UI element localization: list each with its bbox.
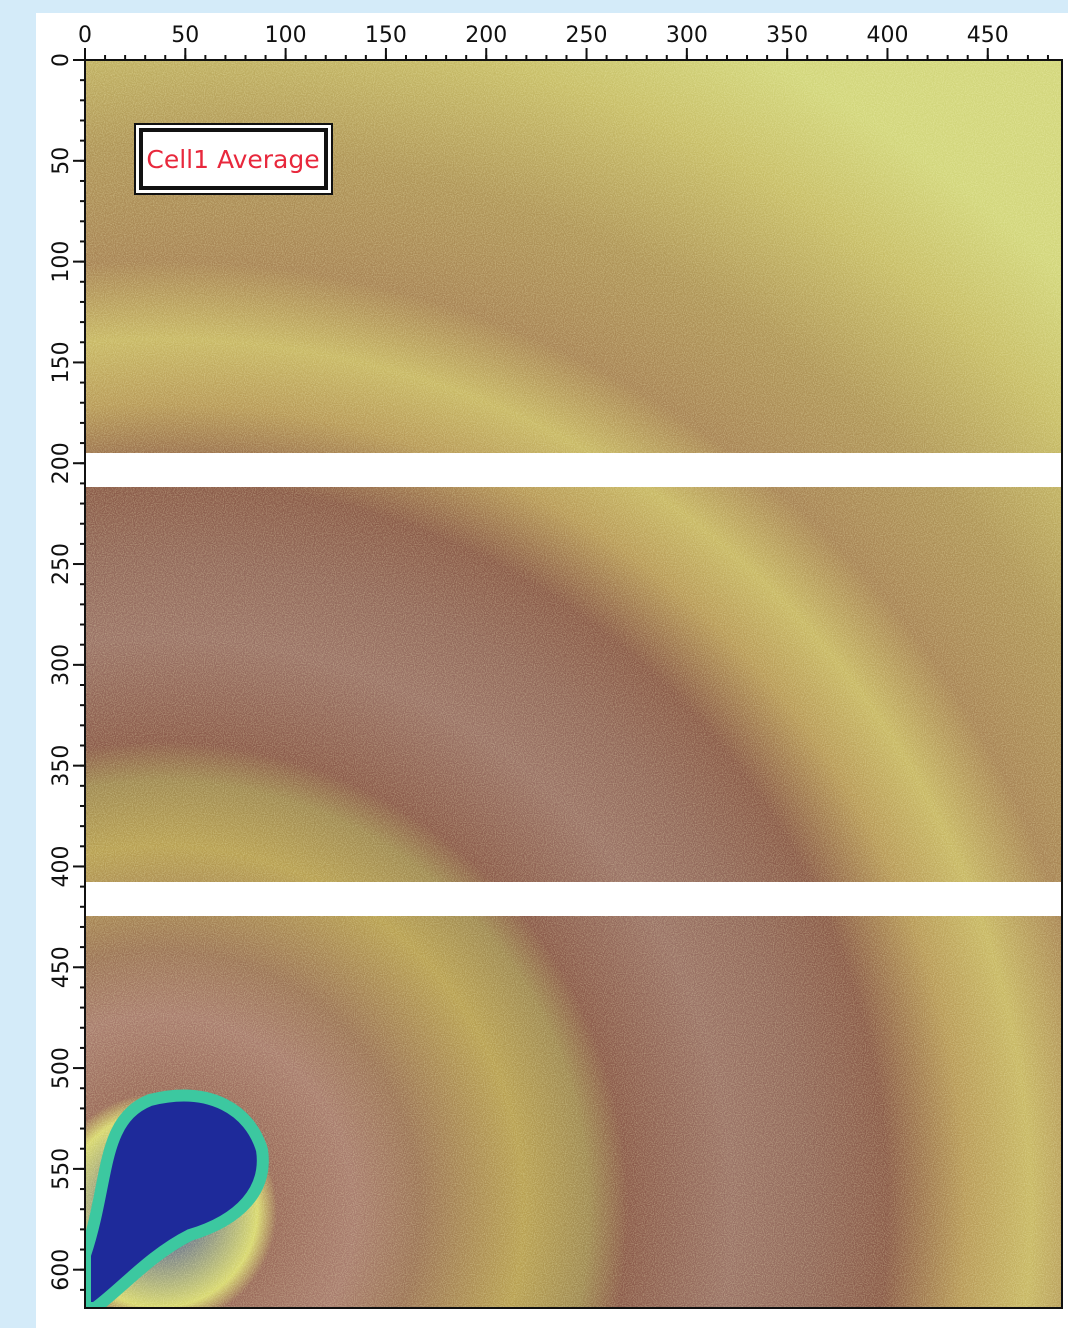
y-tick-label: 400 xyxy=(49,845,74,887)
detector-image xyxy=(85,60,1062,1308)
detector-gap xyxy=(85,453,1062,487)
x-tick-label: 200 xyxy=(465,23,507,48)
x-tick-label: 50 xyxy=(171,23,199,48)
y-tick-label: 100 xyxy=(49,241,74,283)
x-tick-label: 350 xyxy=(766,23,808,48)
y-tick-label: 550 xyxy=(49,1148,74,1190)
y-tick-label: 250 xyxy=(49,543,74,585)
y-tick-label: 200 xyxy=(49,442,74,484)
annotation-box xyxy=(134,123,333,195)
y-tick-label: 500 xyxy=(49,1047,74,1089)
x-tick-label: 300 xyxy=(666,23,708,48)
y-tick-label: 0 xyxy=(49,53,74,67)
annotation-box-inner xyxy=(139,128,328,190)
x-tick-label: 150 xyxy=(365,23,407,48)
x-tick-label: 400 xyxy=(866,23,908,48)
detector-gap xyxy=(85,882,1062,916)
y-tick-label: 50 xyxy=(49,147,74,175)
x-tick-label: 250 xyxy=(566,23,608,48)
annotation: Cell1 Average xyxy=(146,145,319,174)
y-tick-label: 150 xyxy=(49,341,74,383)
y-tick-label: 450 xyxy=(49,946,74,988)
x-tick-label: 0 xyxy=(78,23,92,48)
beamstop xyxy=(85,1089,269,1308)
x-tick-label: 100 xyxy=(265,23,307,48)
x-tick-label: 450 xyxy=(967,23,1009,48)
plot-frame xyxy=(84,59,1063,1309)
y-tick-label: 300 xyxy=(49,644,74,686)
y-tick-label: 600 xyxy=(49,1249,74,1291)
y-tick-label: 350 xyxy=(49,745,74,787)
